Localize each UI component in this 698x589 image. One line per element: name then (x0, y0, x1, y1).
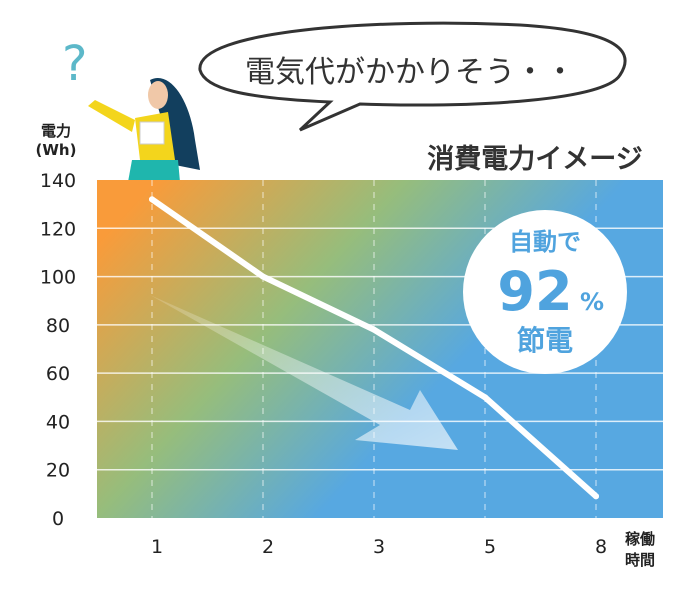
data-point (260, 273, 266, 280)
x-tick-label: 5 (484, 536, 496, 558)
y-tick-label: 0 (52, 508, 64, 530)
badge-percent-unit: % (580, 288, 604, 316)
x-tick-label: 2 (262, 536, 274, 558)
y-tick-label: 40 (46, 411, 70, 433)
chart-title: 消費電力イメージ (427, 144, 642, 175)
data-point (149, 196, 155, 203)
y-tick-label: 60 (46, 363, 70, 385)
badge-percent: 92 (497, 260, 572, 323)
data-point (371, 326, 377, 333)
x-tick-label: 8 (595, 536, 607, 558)
data-point (482, 394, 488, 401)
speech-bubble: 電気代がかかりそう・・ (198, 21, 627, 132)
y-axis-label-line1: 電力 (41, 122, 71, 140)
x-tick-label: 1 (151, 536, 163, 558)
y-tick-label: 80 (46, 315, 70, 337)
x-axis-label-line2: 時間 (625, 551, 655, 569)
speech-bubble-text: 電気代がかかりそう・・ (245, 55, 575, 90)
downward-trend-arrow (150, 295, 458, 450)
badge-line3: 節電 (517, 324, 573, 357)
badge-line1: 自動で (509, 228, 581, 256)
woman-illustration: ? (62, 36, 200, 182)
x-axis-label-line1: 稼働 (625, 530, 655, 548)
x-tick-label: 3 (373, 536, 385, 558)
y-tick-label: 20 (46, 460, 70, 482)
y-tick-label: 100 (40, 267, 76, 289)
y-tick-label: 120 (40, 218, 76, 240)
y-tick-label: 140 (40, 170, 76, 192)
question-mark-icon: ? (62, 36, 87, 92)
data-point (593, 493, 599, 500)
y-axis-label-line2: (Wh) (36, 141, 77, 159)
savings-badge: 自動で 92 % 節電 (463, 210, 627, 374)
